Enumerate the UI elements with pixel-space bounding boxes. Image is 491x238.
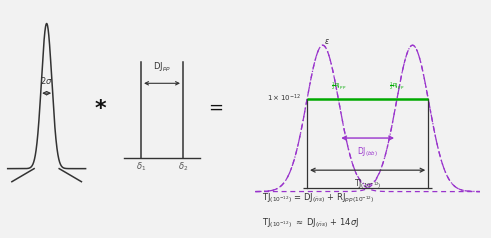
Text: TJ$_{(10^{-12})}$: TJ$_{(10^{-12})}$ (354, 177, 382, 191)
Text: $\frac{1}{2}$RJ$_{pp}$: $\frac{1}{2}$RJ$_{pp}$ (330, 80, 346, 92)
Text: $2\sigma$: $2\sigma$ (40, 75, 53, 86)
Text: *: * (95, 99, 107, 119)
Text: TJ$_{(10^{-12})}$ $\approx$ DJ$_{(\tilde{n}s)}$ + 14$\sigma$J: TJ$_{(10^{-12})}$ $\approx$ DJ$_{(\tilde… (262, 216, 359, 230)
Text: $\frac{1}{2}$RJ$_{pp}$: $\frac{1}{2}$RJ$_{pp}$ (389, 80, 405, 92)
Text: $\delta_1$: $\delta_1$ (136, 160, 146, 173)
Text: DJ$_{pp}$: DJ$_{pp}$ (153, 61, 171, 74)
Text: DJ$_{(bb)}$: DJ$_{(bb)}$ (357, 145, 378, 159)
Text: $\varepsilon$: $\varepsilon$ (324, 37, 329, 46)
Text: $1\times10^{-12}$: $1\times10^{-12}$ (267, 93, 301, 104)
Text: TJ$_{(10^{-12})}$ = DJ$_{(\tilde{n}s)}$ + RJ$_{pp(10^{-12})}$: TJ$_{(10^{-12})}$ = DJ$_{(\tilde{n}s)}$ … (262, 192, 375, 205)
Text: =: = (209, 99, 223, 117)
Text: $\delta_2$: $\delta_2$ (178, 160, 188, 173)
